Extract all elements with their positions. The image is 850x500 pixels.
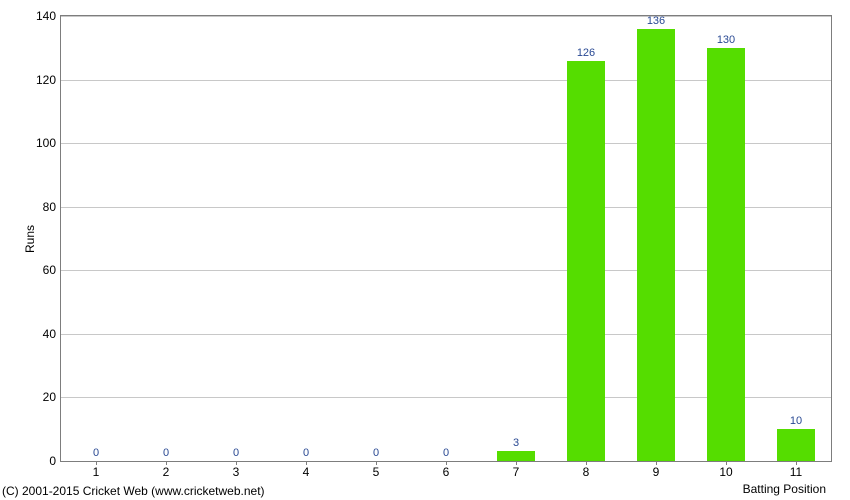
bar: 136 xyxy=(637,29,676,461)
y-tick-label: 0 xyxy=(31,454,56,468)
bar: 10 xyxy=(777,429,816,461)
x-tick-label: 1 xyxy=(76,465,116,479)
plot-area: Runs Batting Position 020406080100120140… xyxy=(60,15,832,462)
bar: 126 xyxy=(567,61,606,462)
y-tick-label: 120 xyxy=(31,73,56,87)
bar: 130 xyxy=(707,48,746,461)
x-tick-label: 5 xyxy=(356,465,396,479)
x-tick-label: 2 xyxy=(146,465,186,479)
x-tick-label: 8 xyxy=(566,465,606,479)
x-tick-label: 4 xyxy=(286,465,326,479)
x-tick-label: 11 xyxy=(776,465,816,479)
y-tick-label: 100 xyxy=(31,136,56,150)
chart-container: Runs Batting Position 020406080100120140… xyxy=(0,0,850,500)
bar-value-label: 130 xyxy=(707,34,746,46)
copyright-text: (C) 2001-2015 Cricket Web (www.cricketwe… xyxy=(2,484,265,498)
y-tick-label: 80 xyxy=(31,200,56,214)
gridline xyxy=(61,16,831,17)
bar-value-label: 126 xyxy=(567,47,606,59)
y-tick-label: 20 xyxy=(31,390,56,404)
bar-value-label: 0 xyxy=(357,447,396,459)
x-tick-label: 9 xyxy=(636,465,676,479)
x-tick-label: 10 xyxy=(706,465,746,479)
bar-value-label: 136 xyxy=(637,15,676,27)
bar: 3 xyxy=(497,451,536,461)
y-tick-label: 60 xyxy=(31,263,56,277)
bar-value-label: 0 xyxy=(287,447,326,459)
x-tick-label: 6 xyxy=(426,465,466,479)
y-tick-label: 140 xyxy=(31,9,56,23)
bar-value-label: 3 xyxy=(497,437,536,449)
bar-value-label: 0 xyxy=(77,447,116,459)
x-axis-label: Batting Position xyxy=(743,482,826,496)
bar-value-label: 0 xyxy=(147,447,186,459)
bar-value-label: 0 xyxy=(217,447,256,459)
y-tick-label: 40 xyxy=(31,327,56,341)
x-tick-label: 7 xyxy=(496,465,536,479)
bar-value-label: 10 xyxy=(777,415,816,427)
x-tick-label: 3 xyxy=(216,465,256,479)
bar-value-label: 0 xyxy=(427,447,466,459)
y-axis-label: Runs xyxy=(23,224,37,252)
